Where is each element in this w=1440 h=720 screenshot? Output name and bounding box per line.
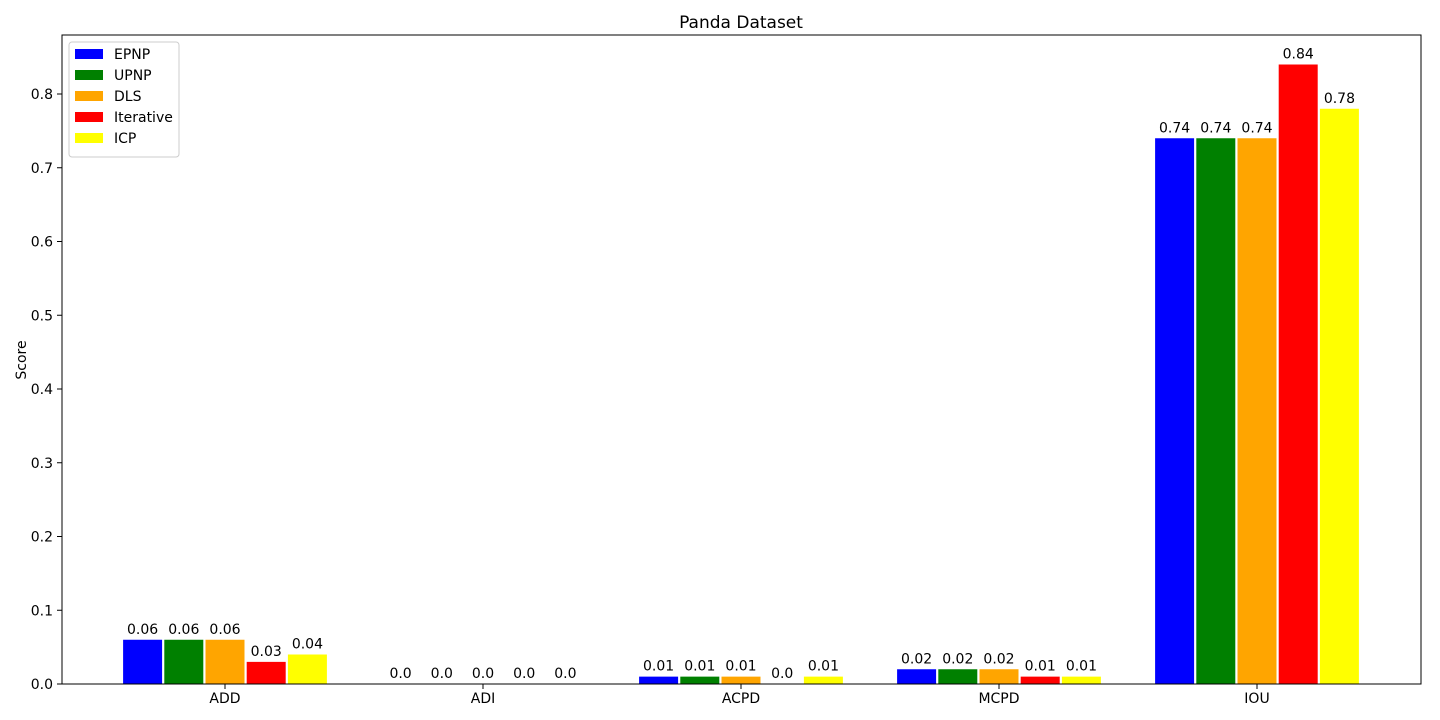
- data-label-dls-add: 0.06: [209, 622, 240, 638]
- legend-swatch-iterative: [75, 112, 103, 122]
- y-tick-label: 0.0: [31, 677, 53, 693]
- bar-epnp-iou: [1155, 138, 1195, 684]
- x-tick-label-adi: ADI: [471, 691, 496, 707]
- x-tick-label-add: ADD: [209, 691, 240, 707]
- bars-layer: [123, 64, 1359, 685]
- bar-icp-add: [287, 654, 327, 684]
- data-label-icp-acpd: 0.01: [808, 659, 839, 675]
- data-label-epnp-iou: 0.74: [1159, 120, 1190, 136]
- y-tick-label: 0.1: [31, 603, 53, 619]
- legend-swatch-icp: [75, 133, 103, 143]
- data-label-dls-iou: 0.74: [1241, 120, 1272, 136]
- bar-upnp-iou: [1196, 138, 1236, 684]
- y-tick-label: 0.3: [31, 456, 53, 472]
- data-label-upnp-add: 0.06: [168, 622, 199, 638]
- bar-epnp-add: [123, 639, 163, 684]
- bar-iterative-iou: [1278, 64, 1318, 684]
- legend-label-epnp: EPNP: [114, 47, 150, 63]
- data-label-upnp-adi: 0.0: [431, 666, 453, 682]
- data-label-icp-mcpd: 0.01: [1066, 659, 1097, 675]
- chart-title: Panda Dataset: [679, 13, 803, 33]
- legend-label-dls: DLS: [114, 89, 142, 105]
- data-label-upnp-acpd: 0.01: [684, 659, 715, 675]
- bar-dls-add: [205, 639, 245, 684]
- data-label-iterative-acpd: 0.0: [771, 666, 793, 682]
- x-tick-label-acpd: ACPD: [722, 691, 760, 707]
- data-label-icp-iou: 0.78: [1324, 91, 1355, 107]
- bar-upnp-mcpd: [938, 669, 978, 684]
- bar-upnp-acpd: [680, 676, 720, 685]
- data-label-upnp-iou: 0.74: [1200, 120, 1231, 136]
- data-label-epnp-add: 0.06: [127, 622, 158, 638]
- y-axis-label: Score: [14, 340, 30, 379]
- bar-iterative-add: [246, 661, 286, 685]
- data-label-icp-adi: 0.0: [554, 666, 576, 682]
- bar-upnp-add: [164, 639, 204, 684]
- bar-epnp-mcpd: [897, 669, 937, 684]
- x-tick-label-iou: IOU: [1244, 691, 1269, 707]
- legend: EPNP UPNP DLS Iterative ICP: [68, 41, 180, 158]
- data-label-iterative-iou: 0.84: [1283, 47, 1314, 63]
- y-tick-label: 0.4: [31, 382, 53, 398]
- data-label-iterative-add: 0.03: [251, 644, 282, 660]
- data-label-epnp-acpd: 0.01: [643, 659, 674, 675]
- bar-dls-mcpd: [979, 669, 1019, 684]
- data-label-epnp-adi: 0.0: [389, 666, 411, 682]
- data-labels-layer: 0.06 0.06 0.06 0.03 0.04 0.0 0.0 0.0 0.0 0.0 0.01 0…: [127, 47, 1355, 683]
- plot-frame: [61, 34, 1422, 685]
- data-label-dls-adi: 0.0: [472, 666, 494, 682]
- y-axis: 0.0 0.1 0.2 0.3 0.4 0.5 0.6 0.7 0.8: [31, 87, 62, 693]
- bar-icp-iou: [1319, 108, 1359, 684]
- bar-dls-iou: [1237, 138, 1277, 684]
- data-label-dls-acpd: 0.01: [725, 659, 756, 675]
- bar-iterative-mcpd: [1020, 676, 1060, 685]
- legend-swatch-dls: [75, 91, 103, 101]
- bar-icp-acpd: [803, 676, 843, 685]
- legend-swatch-epnp: [75, 49, 103, 59]
- legend-label-iterative: Iterative: [114, 110, 173, 126]
- y-tick-label: 0.5: [31, 308, 53, 324]
- y-tick-label: 0.2: [31, 530, 53, 546]
- data-label-dls-mcpd: 0.02: [983, 651, 1014, 667]
- x-axis: ADD ADI ACPD MCPD IOU: [209, 684, 1270, 707]
- data-label-iterative-adi: 0.0: [513, 666, 535, 682]
- y-tick-label: 0.8: [31, 87, 53, 103]
- legend-swatch-upnp: [75, 70, 103, 80]
- bar-dls-acpd: [721, 676, 761, 685]
- data-label-epnp-mcpd: 0.02: [901, 651, 932, 667]
- bar-epnp-acpd: [639, 676, 679, 685]
- y-tick-label: 0.6: [31, 235, 53, 251]
- data-label-iterative-mcpd: 0.01: [1025, 659, 1056, 675]
- data-label-upnp-mcpd: 0.02: [942, 651, 973, 667]
- y-tick-label: 0.7: [31, 161, 53, 177]
- legend-label-icp: ICP: [114, 131, 136, 147]
- x-tick-label-mcpd: MCPD: [978, 691, 1019, 707]
- data-label-icp-add: 0.04: [292, 637, 323, 653]
- legend-label-upnp: UPNP: [114, 68, 152, 84]
- bar-icp-mcpd: [1061, 676, 1101, 685]
